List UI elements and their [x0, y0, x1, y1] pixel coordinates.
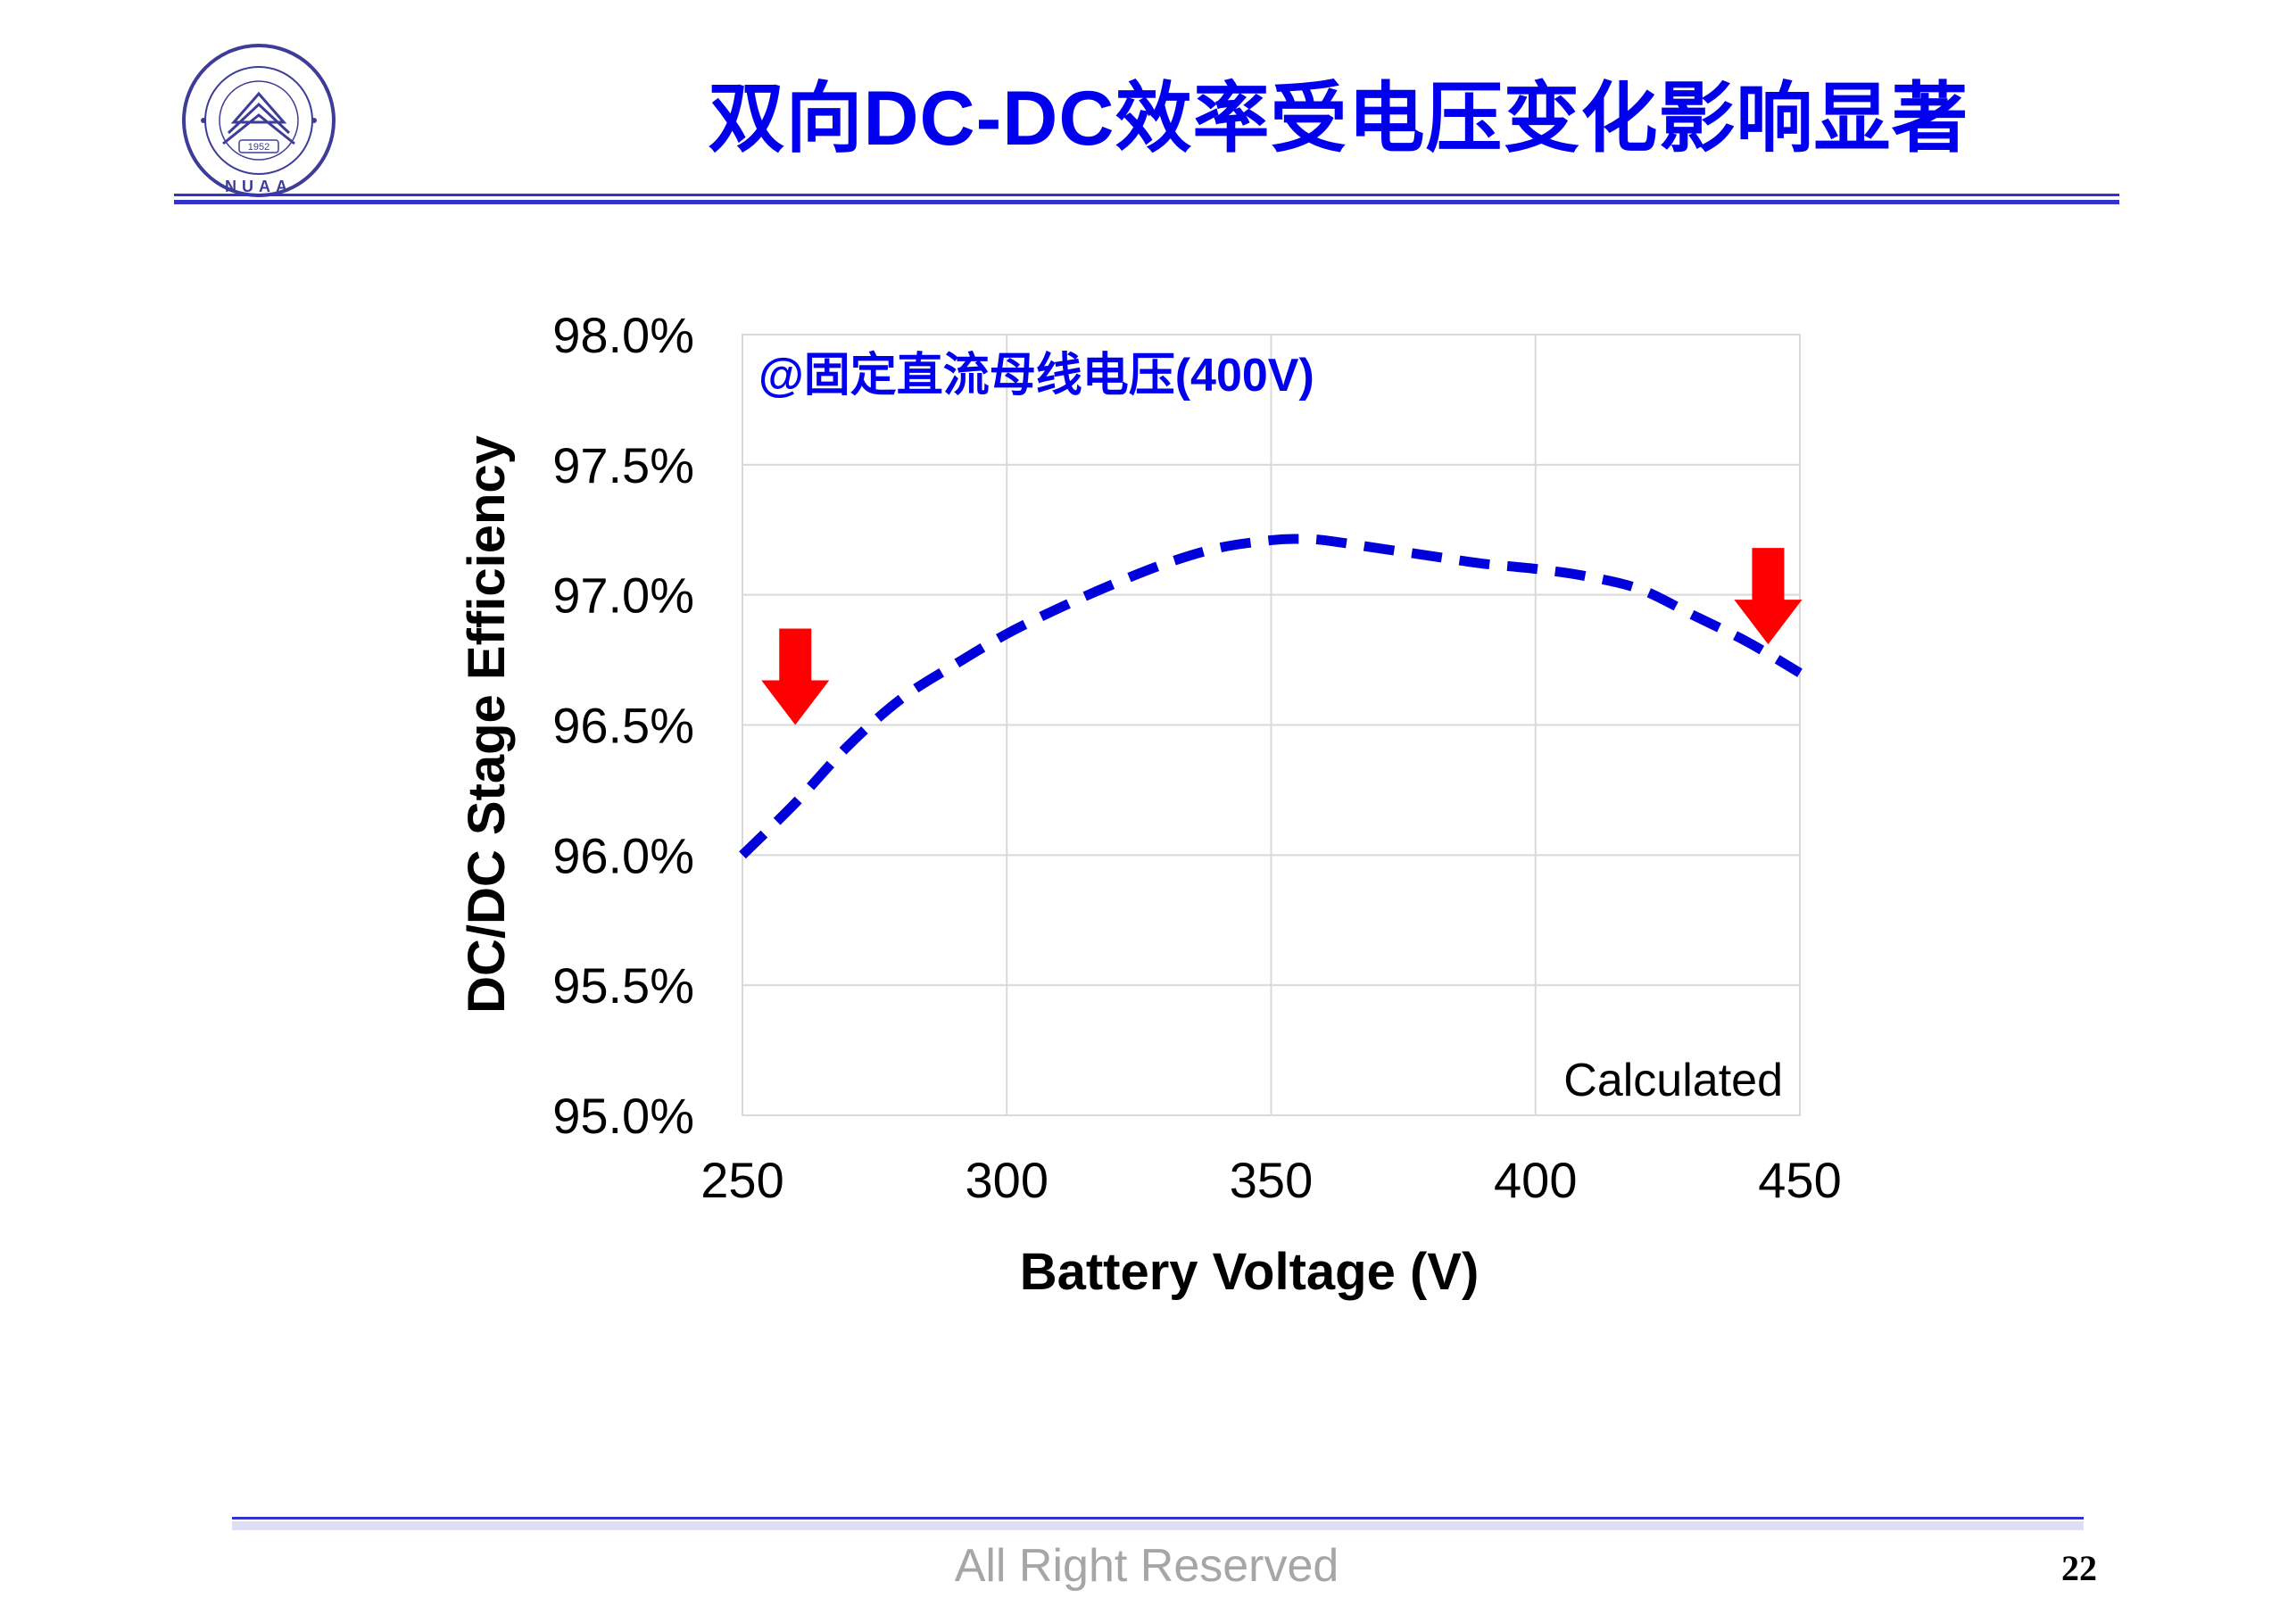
x-tick-label: 250 [700, 1152, 783, 1208]
footer-text: All Right Reserved [954, 1540, 1339, 1592]
footer-rule [232, 1517, 2084, 1530]
x-tick-labels: 250 300 350 400 450 [700, 1152, 1841, 1208]
chart-annotation: @固定直流母线电压(400V) [758, 350, 1314, 402]
calculated-note: Calculated [1563, 1055, 1783, 1106]
x-tick-label: 450 [1758, 1152, 1841, 1208]
x-tick-label: 350 [1230, 1152, 1313, 1208]
y-tick-label: 97.0% [552, 567, 694, 624]
x-tick-label: 300 [966, 1152, 1049, 1208]
series-line-0 [739, 534, 1803, 859]
series-layer [739, 534, 1803, 859]
left-arrow [761, 628, 830, 725]
page-number: 22 [2061, 1548, 2097, 1588]
right-arrow [1734, 548, 1803, 645]
chart-grid [742, 334, 1801, 1116]
y-tick-label: 96.5% [552, 698, 694, 754]
markers-layer [761, 548, 1803, 725]
y-tick-label: 95.0% [552, 1088, 694, 1144]
svg-text:1952: 1952 [248, 142, 269, 153]
y-tick-label: 95.5% [552, 957, 694, 1014]
x-axis-label: Battery Voltage (V) [1020, 1243, 1480, 1301]
plot-area-border [742, 334, 1801, 1116]
y-axis-label: DC/DC Stage Efficiency [458, 435, 516, 1014]
header-rule [174, 194, 2119, 204]
svg-text:NUAA: NUAA [225, 178, 293, 195]
x-tick-label: 400 [1494, 1152, 1577, 1208]
y-tick-label: 97.5% [552, 437, 694, 493]
y-tick-label: 98.0% [552, 307, 694, 363]
slide-title: 双向DC-DC效率受电压变化影响显著 [708, 76, 1969, 161]
y-tick-labels: 95.0% 95.5% 96.0% 96.5% 97.0% 97.5% 98.0% [552, 307, 694, 1144]
y-tick-label: 96.0% [552, 827, 694, 883]
